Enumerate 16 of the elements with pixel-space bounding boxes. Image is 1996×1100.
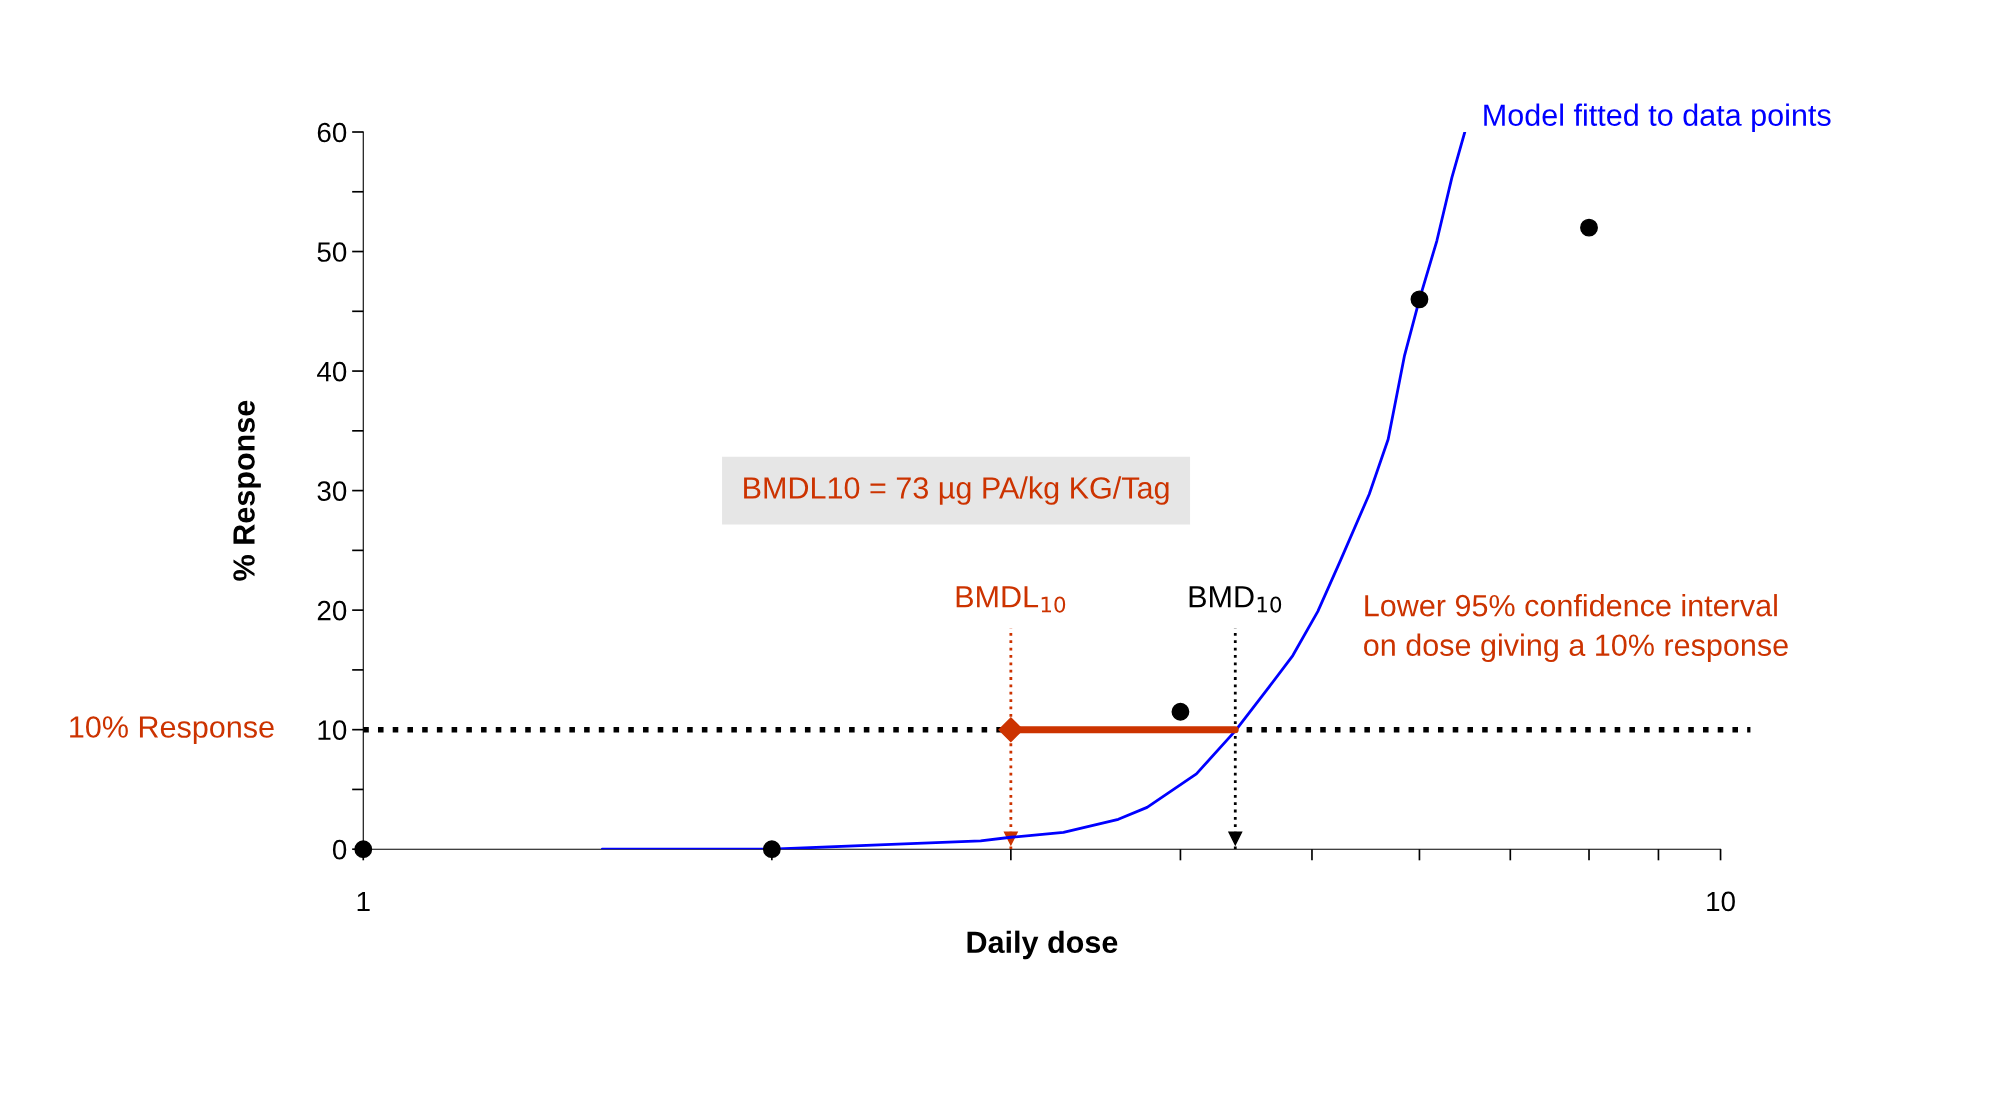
series-label: Model fitted to data points — [1484, 103, 1831, 132]
x-tick-label: 1 — [357, 891, 370, 911]
y-tick-label: 60 — [317, 122, 347, 143]
annotation: Lower 95% confidence interval on dose giving a 10% response — [1364, 594, 1788, 663]
y-tick-label: 30 — [317, 481, 347, 501]
ref-line-label: BMDL$_{10}$ — [956, 586, 1066, 613]
ref-line-label: BMD$_{10}$ — [1189, 586, 1282, 613]
x-axis-title: Daily dose — [967, 930, 1118, 960]
y-axis-title: % Response — [233, 400, 261, 581]
y-tick-label: 40 — [317, 361, 347, 382]
y-tick-label: 10 — [318, 720, 347, 741]
annotation: BMDL10 = 73 µg PA/kg KG/Tag — [744, 476, 1169, 505]
y-tick-label: 0 — [332, 839, 347, 860]
y-tick-label: 50 — [317, 242, 347, 262]
ref-line-label: 10% Response — [70, 716, 274, 744]
y-tick-label: 20 — [317, 600, 347, 621]
